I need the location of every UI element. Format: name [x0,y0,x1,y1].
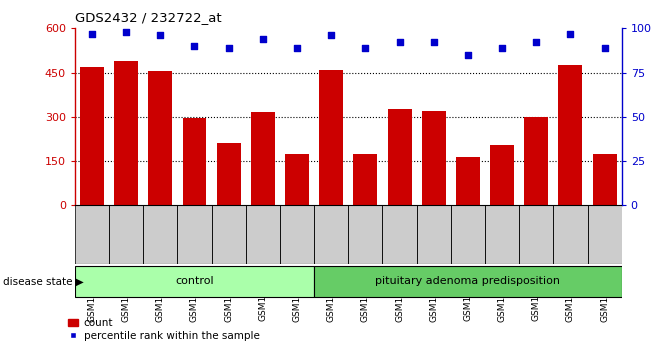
Point [223,45,234,51]
Bar [114,61,138,205]
Legend: count, percentile rank within the sample: count, percentile rank within the sample [64,314,264,345]
Bar [285,154,309,205]
Point [155,33,165,38]
Bar [75,266,314,297]
Bar [251,113,275,205]
Bar [422,111,446,205]
Bar [319,70,343,205]
Bar [182,118,206,205]
Bar [314,266,622,297]
Bar [387,109,411,205]
Point [326,33,337,38]
Point [189,43,200,49]
Point [121,29,132,35]
Text: disease state ▶: disease state ▶ [3,276,84,286]
Text: pituitary adenoma predisposition: pituitary adenoma predisposition [376,276,561,286]
Bar [559,65,583,205]
Text: control: control [175,276,214,286]
Point [258,36,268,42]
Text: GDS2432 / 232722_at: GDS2432 / 232722_at [75,11,221,24]
Point [395,40,405,45]
Point [360,45,370,51]
Point [428,40,439,45]
Point [531,40,542,45]
Bar [217,143,241,205]
Point [497,45,507,51]
Bar [524,117,548,205]
Bar [490,145,514,205]
Bar [148,71,173,205]
Point [600,45,610,51]
Bar [80,67,104,205]
Bar [592,154,616,205]
Point [292,45,302,51]
Point [565,31,575,36]
Bar [456,156,480,205]
Point [87,31,97,36]
Point [463,52,473,58]
Bar [353,154,378,205]
